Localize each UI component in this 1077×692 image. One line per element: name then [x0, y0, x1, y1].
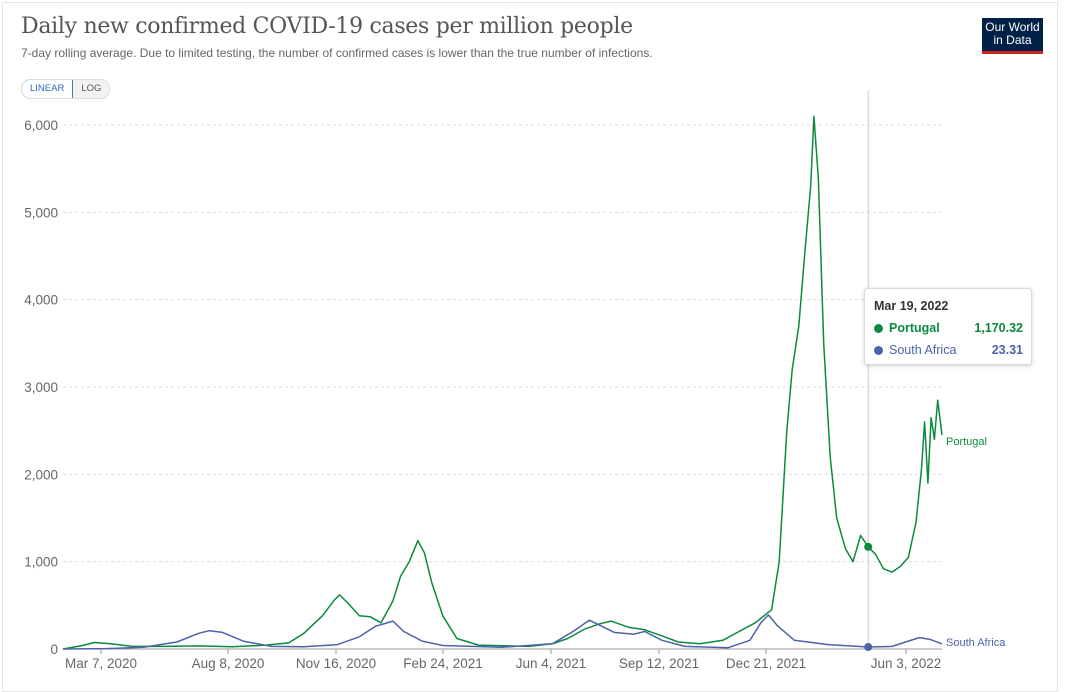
- y-tick-label: 0: [50, 642, 58, 657]
- y-tick-label: 4,000: [24, 293, 58, 308]
- portugal-dot-icon: [874, 323, 883, 333]
- x-tick-label: Mar 7, 2020: [65, 656, 137, 671]
- series-line-south-africa[interactable]: [62, 614, 943, 650]
- gridlines: [63, 124, 942, 650]
- hover-tooltip: Mar 19, 2022 Portugal 1,170.32 South Afr…: [864, 288, 1032, 365]
- chart-subtitle: 7-day rolling average. Due to limited te…: [21, 46, 653, 60]
- hover-markers: [864, 542, 873, 651]
- y-tick-label: 5,000: [24, 205, 58, 220]
- tooltip-series-name: South Africa: [889, 343, 957, 357]
- tooltip-series-name: Portugal: [889, 321, 940, 335]
- linear-scale-button[interactable]: LINEAR: [22, 80, 74, 98]
- tooltip-row-south-africa: South Africa 23.31: [874, 342, 1023, 358]
- scale-toggle: LINEAR LOG: [21, 79, 111, 99]
- log-scale-button[interactable]: LOG: [73, 80, 110, 98]
- y-axis-ticks: 0 1,000 2,000 3,000 4,000 5,000 6,000: [24, 118, 58, 657]
- tooltip-row-portugal: Portugal 1,170.32: [874, 320, 1023, 336]
- y-tick-label: 3,000: [24, 380, 58, 395]
- x-axis-ticks: Mar 7, 2020 Aug 8, 2020 Nov 16, 2020 Feb 24…: [65, 649, 941, 671]
- series-end-labels: Portugal South Africa: [946, 436, 1006, 649]
- series-end-label: Portugal: [946, 436, 987, 448]
- x-tick-label: Jun 3, 2022: [871, 656, 942, 671]
- y-tick-label: 2,000: [24, 467, 58, 482]
- y-tick-label: 1,000: [24, 555, 58, 570]
- y-tick-label: 6,000: [24, 118, 58, 133]
- x-tick-label: Aug 8, 2020: [192, 656, 265, 671]
- hover-point: [864, 542, 873, 551]
- x-tick-label: Feb 24, 2021: [403, 656, 483, 671]
- logo-line-1: Our World: [985, 20, 1040, 34]
- x-tick-label: Sep 12, 2021: [619, 656, 699, 671]
- south-africa-dot-icon: [874, 345, 883, 355]
- x-tick-label: Dec 21, 2021: [726, 656, 806, 671]
- owid-logo[interactable]: Our World in Data: [982, 18, 1043, 54]
- chart-title: Daily new confirmed COVID-19 cases per m…: [21, 14, 633, 39]
- tooltip-date: Mar 19, 2022: [874, 299, 949, 313]
- tooltip-series-value: 1,170.32: [974, 321, 1023, 335]
- logo-line-2: in Data: [993, 33, 1032, 47]
- series-lines[interactable]: [62, 115, 943, 650]
- x-tick-label: Nov 16, 2020: [296, 656, 376, 671]
- series-line-portugal[interactable]: [62, 115, 943, 650]
- hover-point: [864, 642, 873, 651]
- tooltip-series-value: 23.31: [991, 343, 1023, 357]
- x-tick-label: Jun 4, 2021: [516, 656, 587, 671]
- series-end-label: South Africa: [946, 637, 1006, 649]
